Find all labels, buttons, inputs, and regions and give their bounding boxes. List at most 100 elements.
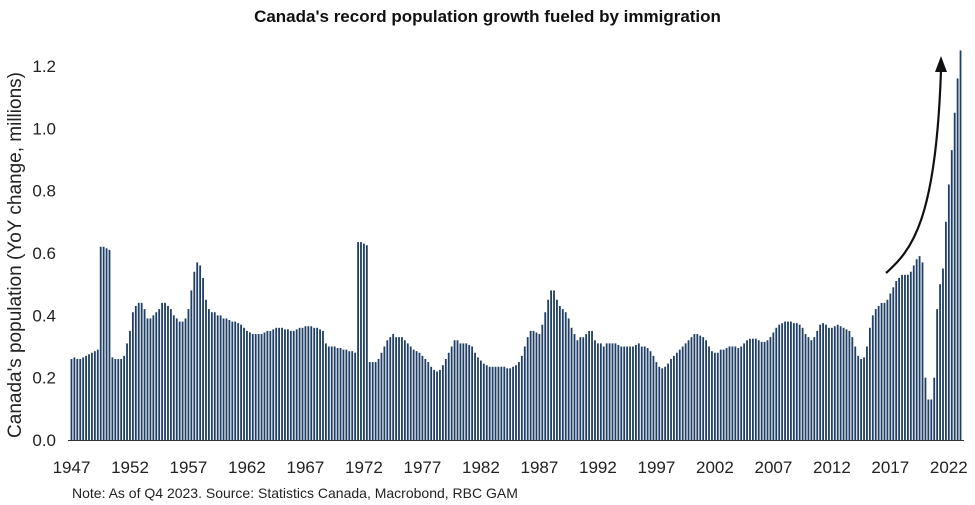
bar (699, 335, 702, 440)
bar (459, 343, 462, 440)
bar (833, 326, 836, 440)
bar (374, 362, 377, 440)
y-tick-label: 0.8 (32, 182, 56, 201)
bar (731, 346, 734, 440)
y-tick-label: 1.2 (32, 57, 56, 76)
bar (339, 348, 342, 440)
bar (649, 351, 652, 440)
y-tick-label: 0.2 (32, 369, 56, 388)
bar (942, 268, 944, 440)
bar (892, 287, 895, 440)
bar (611, 343, 614, 440)
bar (877, 305, 880, 440)
x-tick-label: 1992 (579, 458, 617, 477)
bar (222, 318, 225, 440)
bar (582, 337, 585, 440)
bar (874, 309, 877, 440)
bar (673, 355, 675, 440)
bar (169, 309, 172, 440)
bar (588, 330, 591, 440)
bar (895, 281, 898, 440)
bar (921, 262, 924, 440)
bar (702, 337, 705, 440)
bar (196, 262, 199, 440)
bar (406, 343, 409, 440)
bar (465, 343, 468, 440)
bar (441, 365, 444, 440)
bar (719, 349, 722, 440)
bar (409, 346, 412, 440)
bar (190, 290, 193, 440)
bar (664, 366, 667, 440)
bar (959, 50, 962, 441)
x-axis-ticks: 1947 1952 1957 1962 1967 1972 1977 1982 1987 1992… (53, 458, 968, 477)
bar (330, 346, 333, 440)
bar (281, 327, 283, 440)
bar (690, 337, 693, 440)
bar (295, 329, 298, 440)
bar (175, 318, 178, 440)
bar (304, 326, 307, 440)
bar (825, 324, 827, 440)
bar (275, 327, 278, 440)
bar (725, 348, 728, 440)
bar (906, 274, 909, 440)
bar (904, 274, 906, 440)
bar (286, 329, 289, 440)
bar (368, 362, 371, 440)
bar (743, 343, 746, 440)
bar (936, 309, 939, 440)
y-axis-ticks: 0.0 0.2 0.4 0.6 0.8 1.0 1.2 (32, 57, 56, 450)
bar (629, 346, 631, 440)
bar (538, 334, 541, 440)
bar (880, 302, 883, 440)
bar (269, 330, 272, 440)
bar (474, 352, 476, 440)
bar (82, 357, 85, 440)
bar (172, 315, 175, 440)
bar (266, 330, 269, 440)
bar (506, 368, 509, 440)
bar (716, 352, 719, 440)
bar (746, 340, 748, 440)
bar (760, 341, 763, 440)
bar (137, 302, 140, 440)
bar (363, 243, 365, 440)
bar (515, 365, 517, 440)
bar (845, 329, 848, 440)
bar (155, 312, 158, 440)
bar (842, 327, 845, 440)
arrow-head-icon (935, 56, 947, 72)
bar (263, 332, 266, 440)
bar (792, 323, 795, 441)
bar (447, 352, 450, 440)
bar (345, 349, 348, 440)
bar (675, 352, 678, 440)
bar (787, 321, 789, 440)
bar (898, 277, 901, 440)
bar (111, 357, 114, 440)
bar (199, 265, 202, 440)
bar (158, 309, 161, 440)
bar (667, 363, 669, 440)
bar (120, 358, 123, 440)
bar (822, 323, 824, 441)
bar (398, 337, 400, 440)
bar (950, 150, 953, 440)
bar (494, 366, 497, 440)
x-tick-label: 1972 (345, 458, 383, 477)
bar (550, 290, 552, 440)
bar (728, 346, 731, 440)
x-tick-label: 1952 (111, 458, 149, 477)
bar (520, 355, 523, 440)
bar (924, 377, 927, 440)
bar (947, 184, 950, 440)
bar (857, 355, 860, 440)
bar (696, 334, 699, 440)
x-tick-label: 1962 (228, 458, 266, 477)
bar (357, 242, 359, 440)
bar (322, 330, 324, 440)
chart-note: Note: As of Q4 2023. Source: Statistics … (72, 485, 518, 501)
bar (754, 338, 757, 440)
bar (383, 346, 386, 440)
